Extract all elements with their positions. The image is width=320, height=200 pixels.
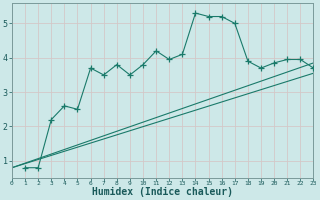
X-axis label: Humidex (Indice chaleur): Humidex (Indice chaleur) [92, 187, 233, 197]
